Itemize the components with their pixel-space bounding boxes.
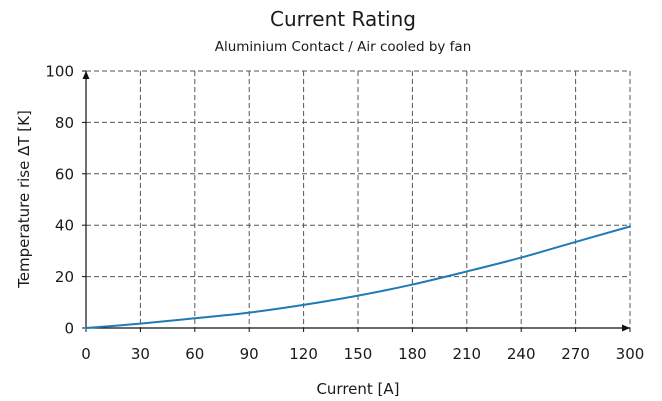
x-tick-label: 180 [398,345,427,363]
y-tick-label: 40 [55,217,74,235]
y-axis-label: Temperature rise ΔT [K] [15,110,33,289]
x-tick-label: 270 [561,345,590,363]
x-tick-label: 120 [289,345,318,363]
x-tick-label: 60 [185,345,204,363]
x-tick-label: 210 [452,345,481,363]
x-axis-arrow [622,324,630,332]
y-tick-label: 80 [55,114,74,132]
y-tick-label: 100 [45,63,74,81]
tick-labels: 0 30 60 90 120 150 180 210 240 270 300 0 20 40 60 80 100 [45,63,644,364]
x-axis-label: Current [A] [316,380,399,398]
x-tick-label: 30 [131,345,150,363]
y-tick-label: 20 [55,268,74,286]
axes [82,70,631,332]
x-tick-label: 90 [240,345,259,363]
x-tick-label: 300 [616,345,645,363]
series-line [85,225,631,329]
y-tick-label: 60 [55,165,74,183]
y-tick-label: 0 [64,320,74,338]
x-tick-label: 240 [507,345,536,363]
series-layer [85,225,631,329]
x-tick-label: 150 [344,345,373,363]
y-axis-arrow [82,71,90,79]
x-tick-label: 0 [81,345,91,363]
grid [86,70,631,328]
chart-title: Current Rating [270,7,416,31]
chart-subtitle: Aluminium Contact / Air cooled by fan [215,39,472,55]
